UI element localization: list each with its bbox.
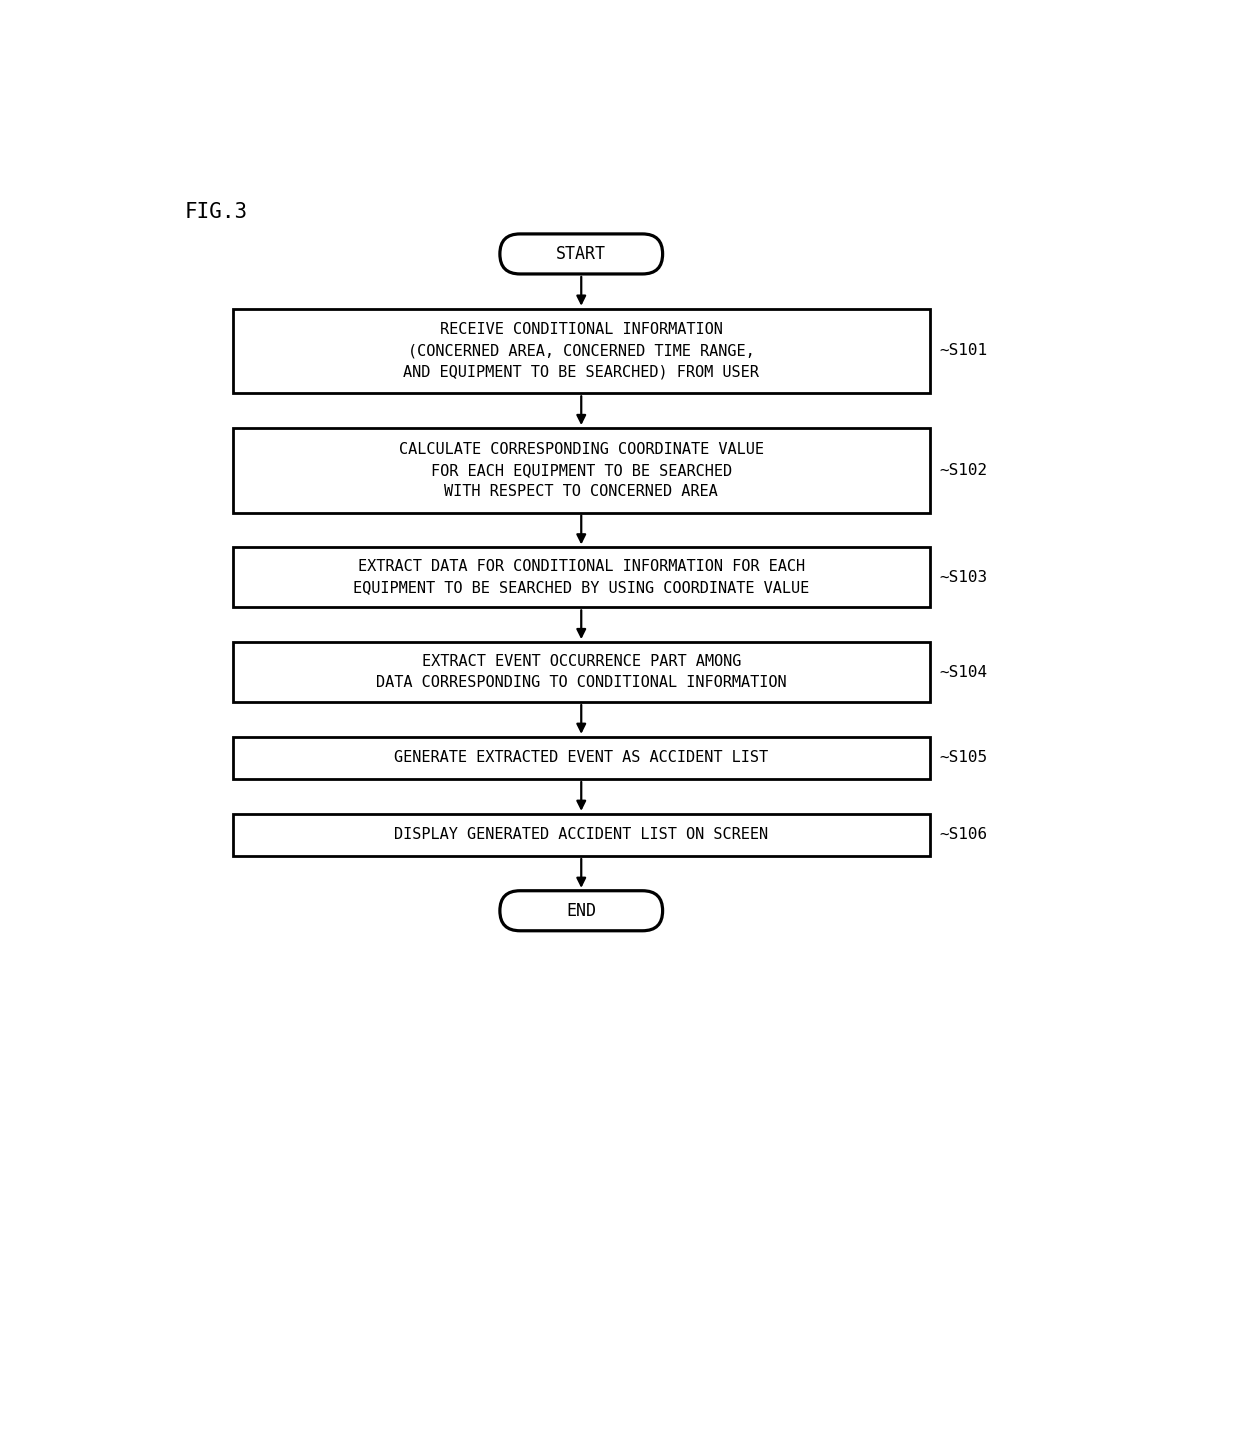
- Bar: [233, 309, 930, 393]
- Text: START: START: [557, 246, 606, 263]
- Text: ~S104: ~S104: [940, 665, 987, 679]
- Text: ~S106: ~S106: [940, 827, 987, 843]
- Text: DISPLAY GENERATED ACCIDENT LIST ON SCREEN: DISPLAY GENERATED ACCIDENT LIST ON SCREE…: [394, 827, 769, 843]
- Text: ~S101: ~S101: [940, 343, 987, 359]
- Bar: [233, 814, 930, 856]
- Text: GENERATE EXTRACTED EVENT AS ACCIDENT LIST: GENERATE EXTRACTED EVENT AS ACCIDENT LIS…: [394, 751, 769, 765]
- Text: END: END: [567, 902, 596, 919]
- Text: ~S103: ~S103: [940, 570, 987, 584]
- Text: EXTRACT DATA FOR CONDITIONAL INFORMATION FOR EACH
EQUIPMENT TO BE SEARCHED BY US: EXTRACT DATA FOR CONDITIONAL INFORMATION…: [353, 560, 810, 596]
- Text: ~S105: ~S105: [940, 751, 987, 765]
- Bar: [233, 642, 930, 702]
- Text: ~S102: ~S102: [940, 462, 987, 478]
- Text: FIG.3: FIG.3: [185, 201, 248, 221]
- Text: CALCULATE CORRESPONDING COORDINATE VALUE
FOR EACH EQUIPMENT TO BE SEARCHED
WITH : CALCULATE CORRESPONDING COORDINATE VALUE…: [399, 442, 764, 498]
- Bar: [233, 428, 930, 513]
- Bar: [233, 737, 930, 780]
- Text: RECEIVE CONDITIONAL INFORMATION
(CONCERNED AREA, CONCERNED TIME RANGE,
AND EQUIP: RECEIVE CONDITIONAL INFORMATION (CONCERN…: [403, 323, 759, 379]
- Text: EXTRACT EVENT OCCURRENCE PART AMONG
DATA CORRESPONDING TO CONDITIONAL INFORMATIO: EXTRACT EVENT OCCURRENCE PART AMONG DATA…: [376, 653, 786, 691]
- Bar: [233, 547, 930, 607]
- FancyBboxPatch shape: [500, 234, 662, 274]
- FancyBboxPatch shape: [500, 890, 662, 931]
